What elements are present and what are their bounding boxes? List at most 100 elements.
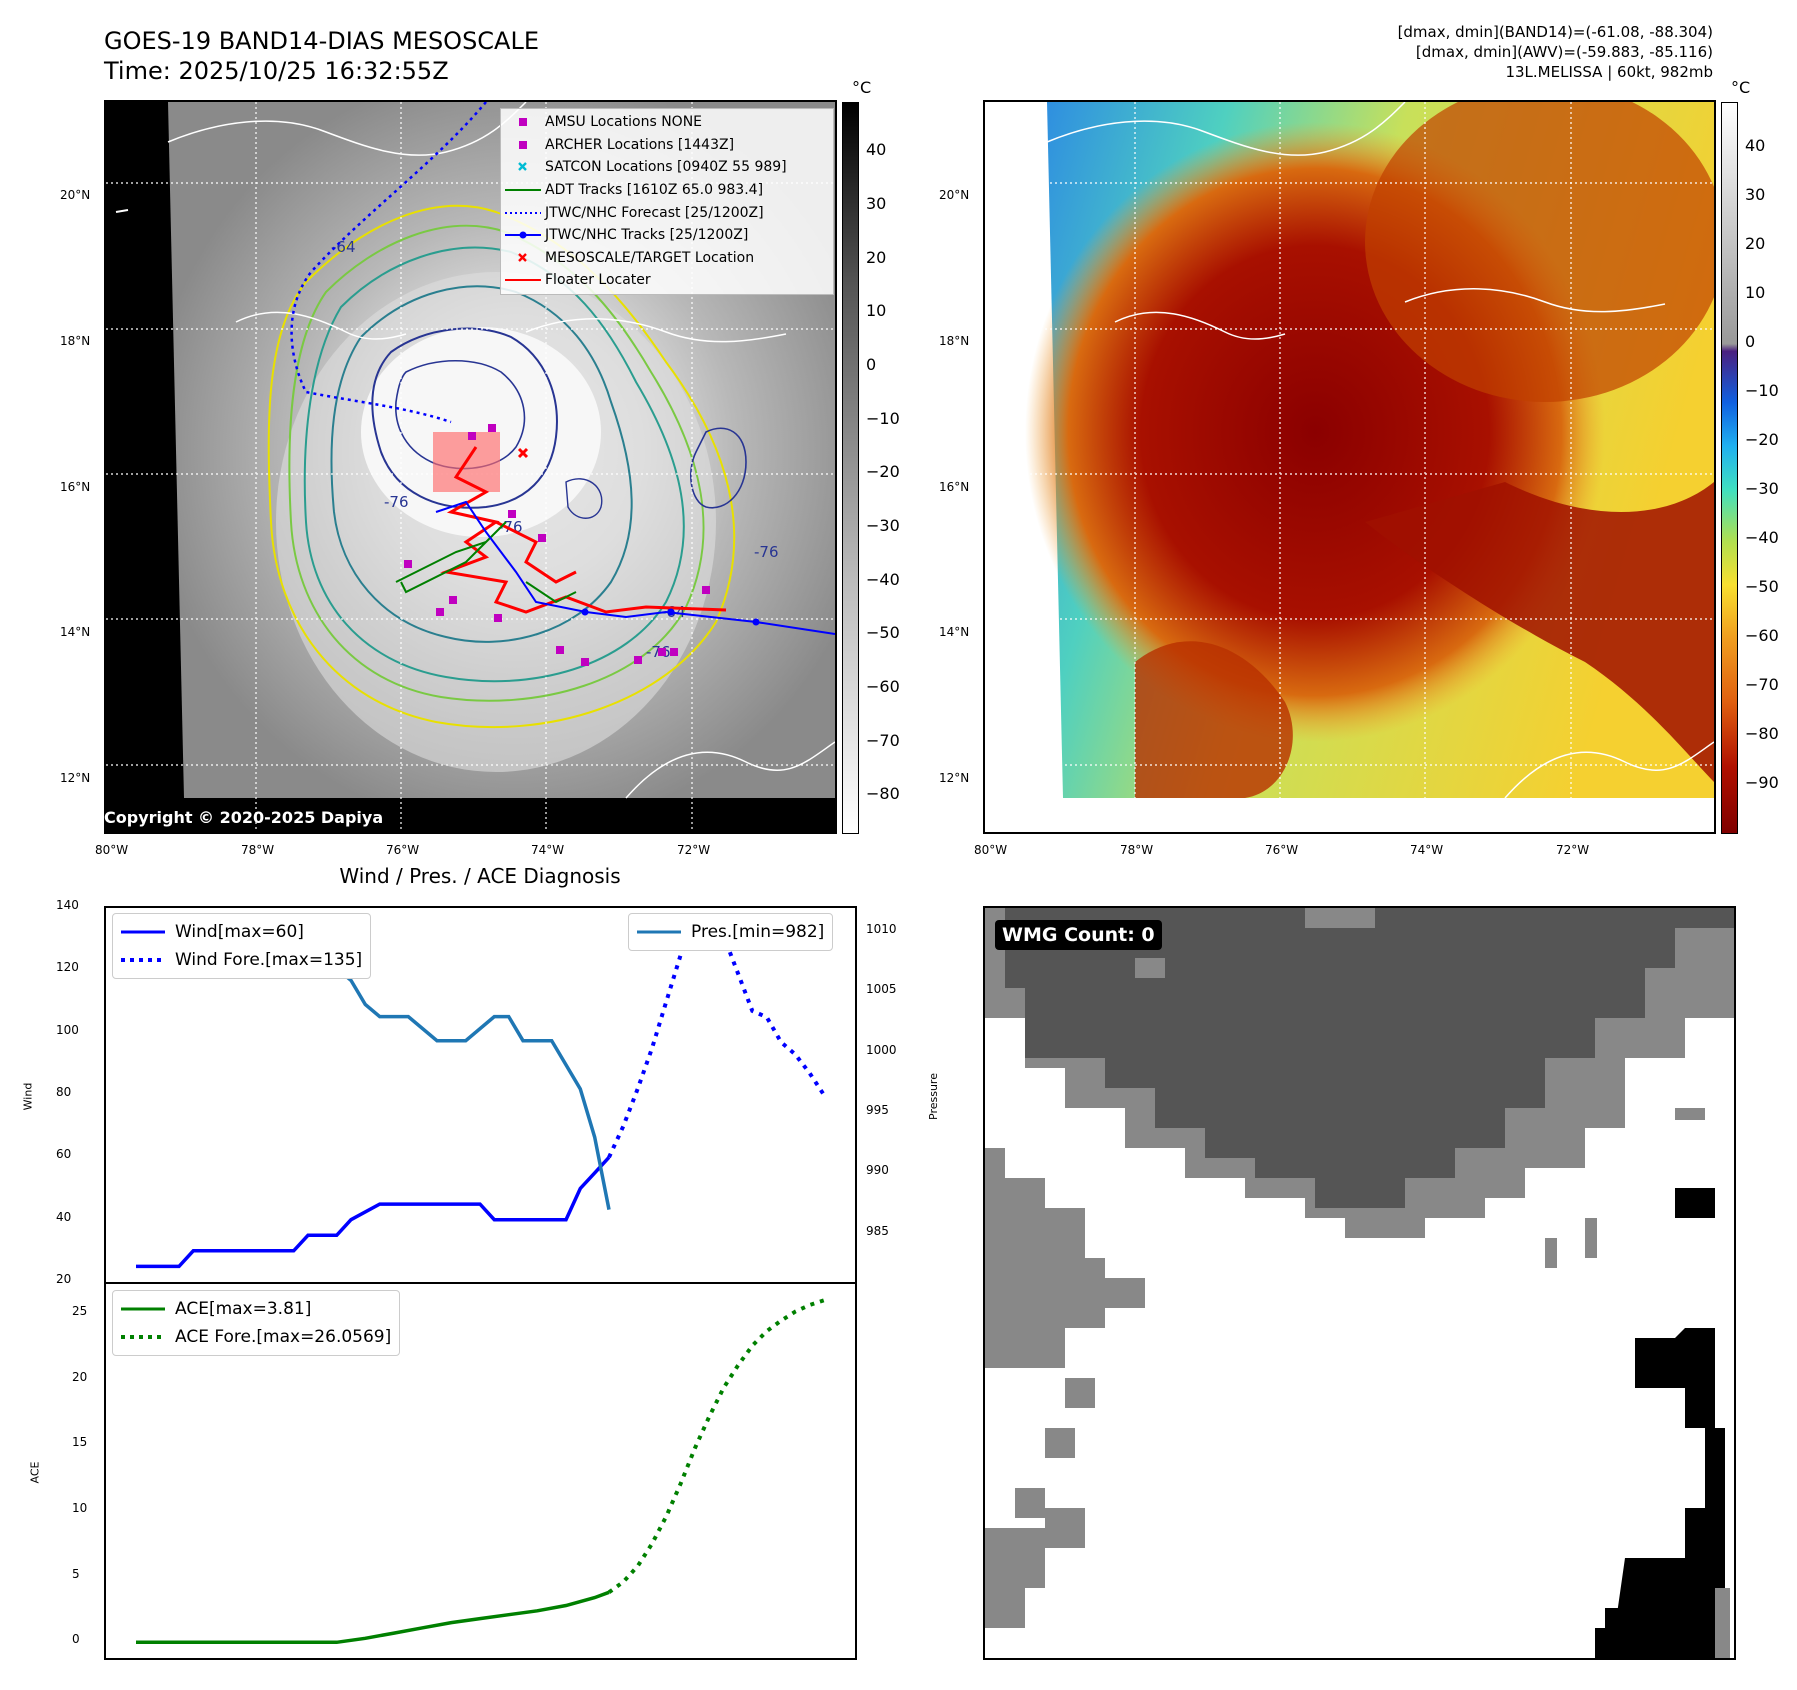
lat-label: 12°N: [60, 771, 91, 785]
ace-y-tick: 5: [72, 1566, 80, 1581]
colorbar-left-tick: 40: [866, 140, 887, 160]
awv-map-svg: [985, 102, 1714, 832]
colorbar-left: [842, 102, 859, 834]
adt-tracks: [395, 521, 577, 604]
colorbar-right-tick: −30: [1745, 479, 1779, 499]
legend-item: ACE Fore.[max=26.0569]: [121, 1327, 392, 1347]
contour-label: -64: [331, 238, 356, 256]
colorbar-right-tick: 20: [1745, 234, 1766, 254]
lon-label: 80°W: [974, 843, 1008, 857]
colorbar-left-tick: 30: [866, 193, 887, 213]
archer-markers: [404, 424, 710, 666]
map-legend: AMSU Locations NONE ARCHER Locations [14…: [500, 108, 834, 295]
awv-coastlines: [1046, 102, 1714, 799]
lon-label: 72°W: [1556, 843, 1590, 857]
storm-info: 13L.MELISSA | 60kt, 982mb: [1505, 63, 1713, 81]
colorbar-right-tick: −40: [1745, 528, 1779, 548]
series-line-0: [136, 1156, 611, 1269]
wind-y-tick: 60: [56, 1147, 72, 1162]
wind-y-tick: 40: [56, 1209, 72, 1224]
pressure-y-tick: 1000: [866, 1042, 897, 1057]
info-awv: [dmax, dmin](AWV)=(-59.883, -85.116): [1415, 43, 1713, 61]
lat-label: 14°N: [60, 625, 91, 639]
colorbar-left-tick: −30: [866, 516, 900, 536]
lat-label: 14°N: [939, 625, 970, 639]
legend-item: ACE[max=3.81]: [121, 1299, 312, 1319]
jtwc-tracks: [435, 500, 835, 635]
colorbar-right: [1721, 102, 1738, 834]
contour-label: -76: [384, 493, 409, 511]
pressure-y-tick: 985: [866, 1223, 889, 1238]
diagnosis-title: Wind / Pres. / ACE Diagnosis: [339, 864, 621, 888]
colorbar-right-tick: −20: [1745, 430, 1779, 450]
wmg-svg: [985, 908, 1734, 1658]
colorbar-right-tick: 40: [1745, 136, 1766, 156]
lon-label: 80°W: [95, 843, 129, 857]
ace-y-tick: 25: [72, 1304, 88, 1319]
legend-item: SATCON Locations [0940Z 55 989]: [501, 156, 833, 179]
ace-y-tick: 0: [72, 1632, 80, 1647]
colorbar-left-tick: −50: [866, 623, 900, 643]
mesoscale-target-marker: [517, 447, 529, 459]
colorbar-left-tick: −10: [866, 408, 900, 428]
coastlines: [115, 102, 835, 799]
lat-label: 20°N: [60, 188, 91, 202]
wind-axis-label: Wind: [21, 1082, 35, 1111]
colorbar-right-tick: −80: [1745, 724, 1779, 743]
page-title: GOES-19 BAND14-DIAS MESOSCALE Time: 2025/…: [104, 27, 540, 85]
legend-item: AMSU Locations NONE: [501, 111, 833, 134]
colorbar-left-tick: −60: [866, 677, 900, 697]
legend-item: JTWC/NHC Forecast [25/1200Z]: [505, 204, 764, 221]
ace-series-line-1: [607, 1298, 825, 1594]
awv-map: [983, 100, 1716, 834]
pressure-legend: Pres.[min=982]: [628, 913, 834, 951]
lon-label: 72°W: [677, 843, 711, 857]
colorbar-left-tick: −20: [866, 462, 900, 482]
wind-y-tick: 80: [56, 1085, 72, 1099]
ace-y-tick: 15: [72, 1435, 88, 1450]
pressure-y-tick: 1010: [866, 922, 897, 937]
pressure-axis-label: Pressure: [926, 1073, 940, 1120]
wind-y-tick: 120: [56, 960, 79, 975]
awv-gridlines: [985, 102, 1714, 832]
contour-label: -76: [754, 543, 779, 561]
lon-label: 74°W: [1410, 843, 1444, 857]
pressure-y-tick: 995: [866, 1103, 889, 1118]
ace-axis-label: ACE: [28, 1461, 42, 1484]
lat-label: 12°N: [939, 771, 970, 785]
legend-item: MESOSCALE/TARGET Location: [501, 247, 833, 270]
colorbar-right-unit: °C: [1731, 78, 1751, 97]
lat-label: 16°N: [60, 480, 91, 494]
colorbar-right-tick: −90: [1745, 773, 1779, 792]
wmg-dark-region: [1005, 908, 1734, 1208]
legend-item: Wind Fore.[max=135]: [121, 950, 363, 970]
colorbar-right-tick: −10: [1745, 381, 1779, 401]
lon-label: 76°W: [1265, 843, 1299, 857]
colorbar-left-unit: °C: [852, 78, 872, 97]
ace-y-tick: 20: [72, 1369, 88, 1384]
lat-label: 18°N: [939, 334, 970, 348]
wmg-panel: [983, 906, 1736, 1660]
colorbar-left-tick: −70: [866, 730, 900, 750]
colorbar-right-tick: 30: [1745, 185, 1766, 205]
wind-y-tick: 20: [56, 1272, 72, 1286]
ace-y-tick: 10: [72, 1501, 88, 1516]
ace-legend: ACE[max=3.81] ACE Fore.[max=26.0569]: [112, 1290, 401, 1356]
colorbar-right-tick: −50: [1745, 577, 1779, 597]
colorbar-right-tick: 0: [1745, 332, 1756, 352]
legend-item: ARCHER Locations [1443Z]: [501, 134, 833, 157]
colorbar-left-tick: 10: [866, 301, 887, 321]
lon-label: 74°W: [531, 843, 565, 857]
stats-info: [dmax, dmin](BAND14)=(-61.08, -88.304) […: [1398, 22, 1713, 82]
lon-label: 76°W: [386, 843, 420, 857]
colorbar-right-tick: −70: [1745, 675, 1779, 695]
colorbar-left-tick: −80: [866, 784, 900, 804]
ace-series-line-0: [136, 1590, 610, 1645]
colorbar-left-tick: −40: [866, 569, 900, 589]
legend-item: ADT Tracks [1610Z 65.0 983.4]: [505, 182, 764, 199]
wind-y-tick: 140: [56, 898, 79, 912]
series-line-1: [607, 921, 826, 1159]
pressure-y-tick: 1005: [866, 982, 897, 997]
legend-item: Floater Locater: [505, 272, 651, 289]
wmg-count-badge: WMG Count: 0: [995, 920, 1162, 950]
